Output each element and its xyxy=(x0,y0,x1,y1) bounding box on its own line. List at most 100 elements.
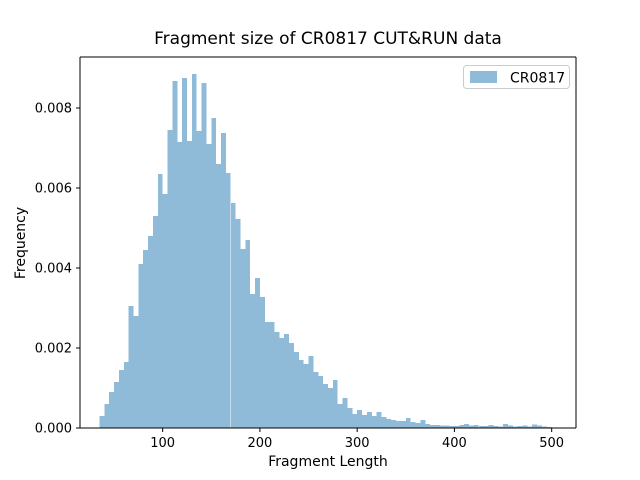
histogram-bar xyxy=(274,332,280,428)
histogram-bar xyxy=(449,426,455,428)
x-axis-label: Fragment Length xyxy=(268,454,388,470)
histogram-bar xyxy=(469,425,474,428)
histogram-bar xyxy=(269,322,275,428)
histogram-bar xyxy=(196,131,202,428)
histogram-bar xyxy=(157,174,163,428)
x-tick-label: 300 xyxy=(345,436,370,451)
histogram-bar xyxy=(503,424,508,428)
histogram-bar xyxy=(133,316,139,428)
histogram-bar xyxy=(225,172,231,428)
histogram-bar xyxy=(498,426,504,428)
y-tick-label: 0.002 xyxy=(35,342,72,357)
histogram-bar xyxy=(522,425,528,428)
legend-swatch xyxy=(470,71,497,83)
histogram-bar xyxy=(148,236,153,428)
histogram-bar xyxy=(362,414,367,428)
histogram-bar xyxy=(172,80,178,429)
histogram-bar xyxy=(381,416,387,428)
x-tick-label: 500 xyxy=(539,436,564,451)
histogram-bar xyxy=(235,219,241,428)
y-tick-label: 0.008 xyxy=(35,102,72,117)
histogram-bar xyxy=(191,74,197,428)
histogram-bar xyxy=(259,296,265,428)
histogram-bar xyxy=(420,420,426,428)
histogram-bar xyxy=(332,380,338,428)
histogram-bar xyxy=(123,362,129,428)
histogram-bar xyxy=(182,78,187,428)
histogram-bar xyxy=(357,410,363,428)
histogram-bar xyxy=(201,83,207,428)
histogram-bar xyxy=(342,398,348,428)
x-tick-label: 200 xyxy=(248,436,273,451)
histogram-bar xyxy=(532,424,538,428)
histogram-bar xyxy=(493,426,499,428)
histogram-bar xyxy=(527,426,533,428)
y-axis-ticks: 0.000 0.002 0.004 0.006 0.008 xyxy=(35,102,80,437)
histogram-bar xyxy=(400,420,406,428)
histogram-bar xyxy=(371,416,377,428)
histogram-bar xyxy=(293,352,299,428)
histogram-bar xyxy=(366,412,372,428)
y-tick-label: 0.006 xyxy=(35,182,72,197)
histogram-bar xyxy=(186,140,192,429)
x-axis-ticks: 100 200 300 400 500 xyxy=(150,428,564,451)
histogram-bar xyxy=(391,420,397,428)
histogram-bar xyxy=(459,424,465,428)
histogram-bar xyxy=(478,426,484,428)
histogram-bar xyxy=(162,194,168,428)
histogram-bar xyxy=(279,338,285,428)
histogram-bar xyxy=(425,424,431,428)
histogram-bar xyxy=(216,164,222,428)
histogram-bar xyxy=(444,425,450,428)
histogram-bar xyxy=(541,426,547,428)
histogram-bar xyxy=(430,424,435,428)
histogram-bar xyxy=(507,425,513,428)
histogram-bar xyxy=(211,118,217,428)
histogram-bar xyxy=(99,416,105,428)
histogram-bar xyxy=(230,202,236,428)
histogram-bars xyxy=(99,74,552,429)
histogram-bar xyxy=(439,425,445,428)
histogram-bar xyxy=(537,425,542,428)
histogram-bar xyxy=(546,426,552,428)
histogram-bar xyxy=(318,376,324,428)
histogram-bar xyxy=(298,360,304,428)
histogram-bar xyxy=(396,420,401,428)
y-tick-label: 0.000 xyxy=(35,422,72,437)
histogram-bar xyxy=(337,404,343,428)
histogram-bar xyxy=(167,130,173,428)
histogram-bar xyxy=(405,418,411,428)
histogram-bar xyxy=(308,356,314,428)
histogram-bar xyxy=(264,322,270,428)
histogram-bar xyxy=(464,424,470,428)
histogram-bar xyxy=(240,248,246,428)
histogram-bar xyxy=(512,426,518,428)
histogram-bar xyxy=(255,278,260,428)
histogram-bar xyxy=(109,392,115,428)
chart-title: Fragment size of CR0817 CUT&RUN data xyxy=(154,29,502,49)
histogram-bar xyxy=(289,342,294,428)
histogram-bar xyxy=(386,418,392,428)
histogram-bar xyxy=(303,364,309,428)
histogram-bar xyxy=(104,404,110,428)
histogram-bar xyxy=(221,132,226,429)
histogram-bar xyxy=(376,412,382,428)
histogram-bar xyxy=(128,306,134,428)
histogram-bar xyxy=(483,426,489,428)
histogram-bar xyxy=(245,240,251,428)
histogram-bar xyxy=(284,334,290,428)
x-tick-label: 400 xyxy=(442,436,467,451)
histogram-bar xyxy=(415,423,421,428)
histogram-bar xyxy=(454,426,460,428)
histogram-bar xyxy=(138,264,144,428)
histogram-bar xyxy=(118,370,124,428)
histogram-bar xyxy=(328,388,333,428)
y-tick-label: 0.004 xyxy=(35,262,72,277)
histogram-bar xyxy=(177,142,183,428)
histogram-bar xyxy=(143,250,149,428)
histogram-bar xyxy=(347,408,353,428)
x-tick-label: 100 xyxy=(150,436,175,451)
histogram-bar xyxy=(323,384,328,428)
